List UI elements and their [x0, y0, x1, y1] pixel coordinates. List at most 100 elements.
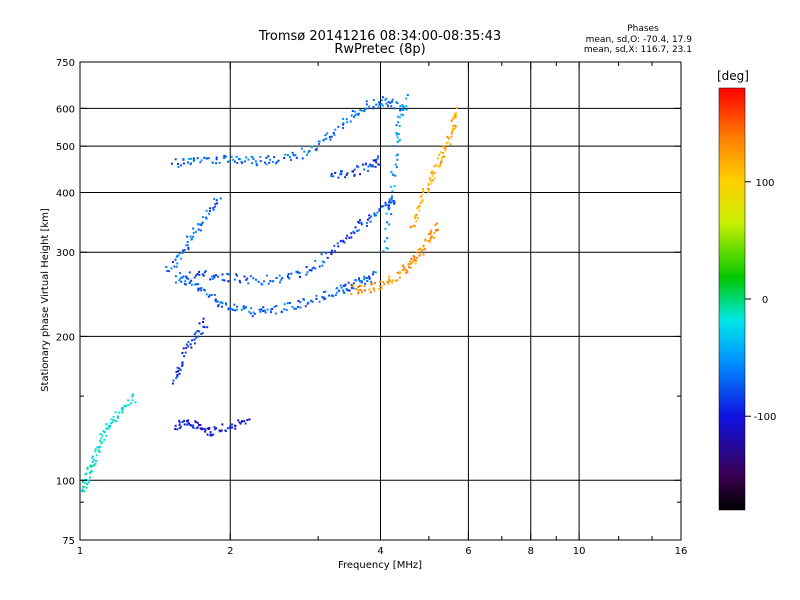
data-point — [246, 277, 249, 280]
data-point — [252, 277, 255, 280]
data-point — [334, 128, 337, 131]
data-point — [326, 256, 329, 259]
data-point — [204, 157, 207, 160]
data-point — [424, 239, 427, 242]
data-point — [110, 418, 113, 421]
data-point — [193, 333, 196, 336]
data-point — [430, 182, 433, 185]
data-point — [360, 280, 363, 283]
data-point — [360, 281, 363, 284]
data-point — [318, 265, 321, 268]
data-point — [203, 326, 206, 328]
data-point — [384, 204, 387, 207]
data-point — [237, 158, 240, 161]
data-point — [190, 283, 193, 286]
data-point — [357, 229, 360, 232]
data-point — [182, 347, 185, 350]
data-point — [125, 404, 128, 407]
data-point — [367, 169, 370, 172]
data-point — [267, 155, 270, 158]
data-point — [398, 125, 401, 128]
data-point — [428, 232, 431, 235]
data-point — [454, 125, 457, 128]
data-point — [395, 133, 398, 136]
data-point — [413, 256, 416, 259]
data-point — [413, 259, 416, 262]
data-point — [366, 277, 369, 280]
data-point — [363, 109, 366, 111]
stats-heading: Phases — [627, 24, 659, 34]
data-point — [131, 395, 134, 398]
data-point — [215, 300, 218, 303]
data-point — [247, 158, 250, 161]
data-point — [220, 305, 223, 308]
data-point — [375, 103, 378, 106]
data-point — [213, 428, 216, 431]
data-point — [217, 303, 220, 306]
data-point — [422, 248, 425, 251]
data-point — [203, 271, 206, 274]
data-point — [248, 310, 251, 313]
data-point — [450, 135, 453, 138]
data-point — [221, 302, 224, 305]
data-point — [201, 273, 204, 276]
data-point — [345, 173, 348, 176]
data-point — [208, 426, 211, 429]
y-axis-label: Stationary phase Virtual Height [km] — [40, 208, 51, 392]
series-9 — [409, 106, 458, 229]
data-point — [388, 207, 391, 210]
data-point — [359, 109, 362, 111]
data-point — [446, 135, 449, 138]
data-point — [390, 105, 393, 108]
data-point — [182, 249, 185, 252]
data-point — [416, 256, 419, 259]
data-point — [370, 215, 373, 218]
data-point — [334, 294, 337, 296]
data-point — [398, 133, 401, 136]
data-point — [225, 302, 227, 305]
data-point — [198, 270, 201, 273]
data-point — [94, 462, 97, 465]
data-point — [185, 244, 188, 247]
data-point — [398, 116, 401, 119]
data-point — [346, 289, 349, 292]
series-2 — [165, 197, 222, 273]
data-point — [322, 296, 325, 299]
data-point — [196, 157, 199, 160]
data-point — [208, 212, 211, 215]
data-point — [387, 104, 390, 107]
data-point — [396, 136, 399, 139]
data-point — [207, 295, 210, 298]
data-point — [357, 113, 360, 116]
data-point — [402, 114, 405, 117]
data-point — [178, 423, 181, 426]
data-point — [185, 423, 188, 426]
data-point — [210, 275, 213, 278]
data-point — [343, 285, 346, 287]
data-point — [318, 300, 321, 303]
data-point — [411, 260, 414, 263]
data-point — [346, 234, 349, 237]
colorbar-label: [deg] — [717, 69, 749, 83]
data-point — [187, 277, 190, 280]
data-point — [240, 160, 243, 163]
data-point — [385, 97, 388, 100]
x-tick-label-6: 6 — [465, 546, 471, 557]
data-point — [379, 280, 382, 283]
data-point — [127, 399, 130, 402]
data-point — [427, 190, 430, 193]
data-point — [311, 300, 314, 303]
data-point — [291, 306, 294, 308]
data-point — [190, 279, 193, 282]
data-point — [418, 254, 421, 257]
data-point — [326, 132, 329, 135]
data-point — [422, 253, 425, 256]
scatter-points — [81, 94, 458, 493]
data-point — [259, 310, 262, 313]
data-point — [187, 345, 190, 348]
data-point — [83, 490, 86, 493]
data-point — [225, 303, 228, 306]
data-point — [171, 162, 173, 165]
data-point — [435, 229, 438, 232]
data-point — [182, 162, 185, 165]
